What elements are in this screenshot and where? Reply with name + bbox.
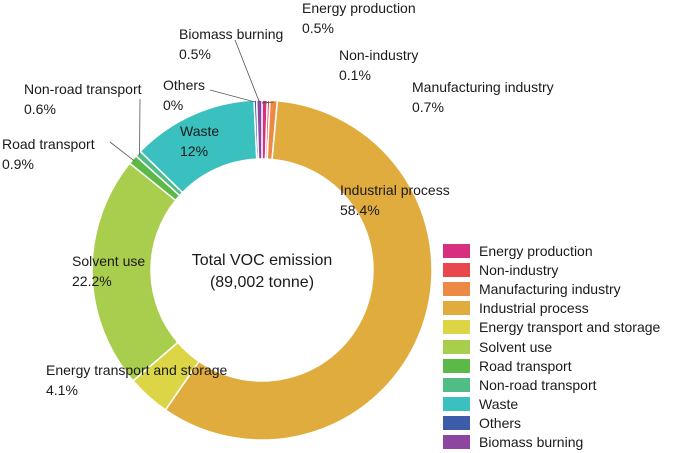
- legend-label: Energy production: [479, 242, 593, 259]
- legend-item-non-industry: Non-industry: [443, 260, 660, 279]
- leader-manufacturing-industry: [261, 101, 274, 104]
- slice-name-industrial-process: Industrial process: [340, 182, 450, 198]
- legend-label: Road transport: [479, 357, 572, 374]
- leader-biomass-burning: [234, 39, 260, 103]
- legend-item-waste: Waste: [443, 395, 660, 414]
- legend-item-biomass-burning: Biomass burning: [443, 433, 660, 452]
- slice-value-manufacturing-industry: 0.7%: [412, 99, 444, 115]
- slice-name-manufacturing-industry: Manufacturing industry: [412, 79, 554, 95]
- legend-item-energy-production: Energy production: [443, 241, 660, 260]
- legend-item-industrial-process: Industrial process: [443, 299, 660, 318]
- legend-swatch: [443, 281, 470, 296]
- slice-name-energy-transport-and-storage: Energy transport and storage: [46, 362, 228, 378]
- legend-item-others: Others: [443, 414, 660, 433]
- slice-value-energy-transport-and-storage: 4.1%: [46, 382, 78, 398]
- legend-label: Others: [479, 415, 522, 432]
- legend: Energy production Non-industry Manufacturi…: [443, 241, 660, 452]
- slice-name-non-industry: Non-industry: [339, 47, 418, 63]
- center-subtitle: (89,002 tonne): [210, 274, 314, 291]
- slice-value-non-road-transport: 0.6%: [24, 101, 56, 117]
- slice-name-non-road-transport: Non-road transport: [24, 81, 142, 97]
- legend-item-road-transport: Road transport: [443, 356, 660, 375]
- slice-name-energy-production: Energy production: [302, 0, 416, 16]
- center-title: Total VOC emission: [192, 252, 333, 269]
- slice-value-energy-production: 0.5%: [302, 20, 334, 36]
- slice-name-others: Others: [163, 77, 205, 93]
- slice-name-waste: Waste: [180, 123, 219, 139]
- slices-layer: [91, 99, 433, 441]
- slice-name-solvent-use: Solvent use: [72, 253, 145, 269]
- legend-label: Non-road transport: [479, 376, 597, 393]
- leader-road-transport: [109, 141, 135, 162]
- slice-value-road-transport: 0.9%: [2, 156, 34, 172]
- slice-value-solvent-use: 22.2%: [72, 273, 112, 289]
- slice-industrial-process: [164, 99, 433, 441]
- slice-value-biomass-burning: 0.5%: [179, 46, 211, 62]
- legend-item-energy-transport-and-storage: Energy transport and storage: [443, 318, 660, 337]
- legend-item-non-road-transport: Non-road transport: [443, 375, 660, 394]
- legend-swatch: [443, 262, 470, 277]
- slice-value-others: 0%: [163, 97, 183, 113]
- slice-value-non-industry: 0.1%: [339, 67, 371, 83]
- legend-label: Waste: [479, 396, 519, 413]
- slice-name-road-transport: Road transport: [2, 136, 95, 152]
- legend-swatch: [443, 377, 470, 392]
- legend-swatch: [443, 358, 470, 373]
- legend-label: Energy transport and storage: [479, 319, 661, 336]
- legend-swatch: [443, 339, 470, 354]
- legend-swatch: [443, 243, 470, 258]
- legend-label: Biomass burning: [479, 434, 584, 451]
- legend-swatch: [443, 301, 470, 316]
- slice-labels: Energy production 0.5% Non-industry 0.1% Man…: [2, 0, 554, 398]
- legend-item-solvent-use: Solvent use: [443, 337, 660, 356]
- legend-label: Manufacturing industry: [479, 280, 621, 297]
- slice-name-biomass-burning: Biomass burning: [179, 26, 283, 42]
- legend-label: Solvent use: [479, 338, 553, 355]
- legend-swatch: [443, 435, 470, 450]
- slice-value-industrial-process: 58.4%: [340, 202, 380, 218]
- legend-swatch: [443, 397, 470, 412]
- legend-label: Non-industry: [479, 261, 559, 278]
- slice-value-waste: 12%: [180, 143, 208, 159]
- leader-lines: [109, 39, 274, 162]
- leader-others: [209, 89, 256, 103]
- legend-label: Industrial process: [479, 300, 589, 317]
- legend-swatch: [443, 320, 470, 335]
- legend-item-manufacturing-industry: Manufacturing industry: [443, 279, 660, 298]
- legend-swatch: [443, 416, 470, 431]
